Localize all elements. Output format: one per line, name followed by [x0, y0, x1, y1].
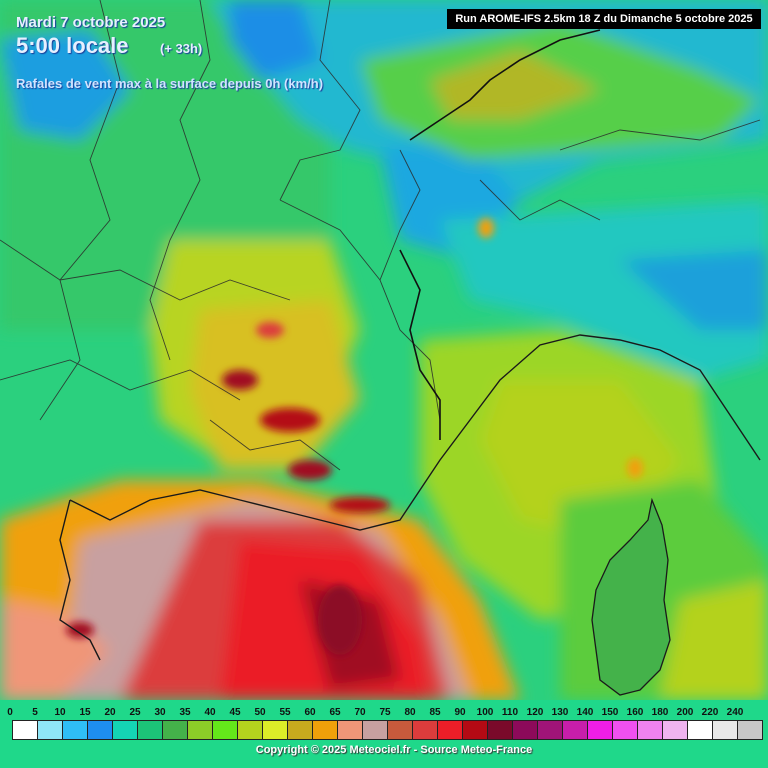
legend-tick-label: 25 — [129, 707, 141, 718]
legend-tick-label: 70 — [354, 707, 366, 718]
legend-tick-label: 120 — [526, 707, 544, 718]
legend-tick-label: 60 — [304, 707, 316, 718]
legend-swatch — [637, 720, 663, 740]
legend-tick-label: 130 — [551, 707, 569, 718]
legend-swatch — [487, 720, 513, 740]
legend-tick-label: 200 — [676, 707, 694, 718]
legend-swatch — [537, 720, 563, 740]
legend-tick-label: 240 — [726, 707, 744, 718]
copyright-text: Copyright © 2025 Meteociel.fr - Source M… — [255, 744, 533, 756]
legend-swatch — [562, 720, 588, 740]
legend-tick-label: 5 — [32, 707, 38, 718]
legend-swatch — [287, 720, 313, 740]
legend-swatch — [687, 720, 713, 740]
legend-swatch — [62, 720, 88, 740]
legend-tick-label: 75 — [379, 707, 391, 718]
legend-swatch — [87, 720, 113, 740]
legend-tick-label: 150 — [601, 707, 619, 718]
legend-tick-label: 55 — [279, 707, 291, 718]
model-run-label: Run AROME-IFS 2.5km 18 Z du Dimanche 5 o… — [447, 9, 761, 29]
legend-tick-label: 10 — [54, 707, 66, 718]
legend-swatch — [37, 720, 63, 740]
wind-gust-map — [0, 0, 768, 700]
legend-swatch — [437, 720, 463, 740]
legend-tick-label: 35 — [179, 707, 191, 718]
national-border-alps — [399, 249, 441, 440]
legend-tick-label: 40 — [204, 707, 216, 718]
forecast-lead-time: (+ 33h) — [160, 41, 203, 56]
legend-swatch — [412, 720, 438, 740]
legend-swatch — [187, 720, 213, 740]
legend-swatch — [512, 720, 538, 740]
legend-swatch — [262, 720, 288, 740]
legend-tick-label: 45 — [229, 707, 241, 718]
legend-tick-label: 80 — [404, 707, 416, 718]
legend-swatch — [387, 720, 413, 740]
legend-tick-label: 180 — [651, 707, 669, 718]
legend-swatch — [462, 720, 488, 740]
legend-tick-label: 0 — [7, 707, 13, 718]
legend-swatch — [162, 720, 188, 740]
legend-swatch — [137, 720, 163, 740]
legend-tick-label: 20 — [104, 707, 116, 718]
legend-tick-label: 85 — [429, 707, 441, 718]
legend-tick-label: 110 — [501, 707, 519, 718]
coastline — [69, 334, 761, 531]
corsica-island — [591, 497, 671, 696]
legend-tick-label: 100 — [476, 707, 494, 718]
legend-tick-label: 15 — [79, 707, 91, 718]
legend-tick-label: 220 — [701, 707, 719, 718]
legend-swatch — [212, 720, 238, 740]
parameter-title: Rafales de vent max à la surface depuis … — [16, 76, 324, 91]
legend-tick-label: 50 — [254, 707, 266, 718]
legend-swatch — [362, 720, 388, 740]
gust-hotspots — [66, 218, 643, 655]
legend-tick-label: 140 — [576, 707, 594, 718]
legend-tick-label: 30 — [154, 707, 166, 718]
forecast-time: 5:00 locale — [16, 33, 129, 58]
national-border — [409, 29, 601, 141]
legend-tick-label: 65 — [329, 707, 341, 718]
legend-swatch — [737, 720, 763, 740]
legend-tick-label: 90 — [454, 707, 466, 718]
legend-swatch — [662, 720, 688, 740]
legend-swatch — [712, 720, 738, 740]
coastline-west — [59, 499, 101, 661]
legend-swatch — [612, 720, 638, 740]
legend-tick-label: 160 — [626, 707, 644, 718]
legend-swatch — [587, 720, 613, 740]
legend-swatch — [237, 720, 263, 740]
legend-swatch — [112, 720, 138, 740]
forecast-date: Mardi 7 octobre 2025 — [16, 14, 166, 31]
admin-borders — [0, 0, 761, 471]
legend-swatch — [337, 720, 363, 740]
legend-swatch — [312, 720, 338, 740]
legend-swatch — [12, 720, 38, 740]
